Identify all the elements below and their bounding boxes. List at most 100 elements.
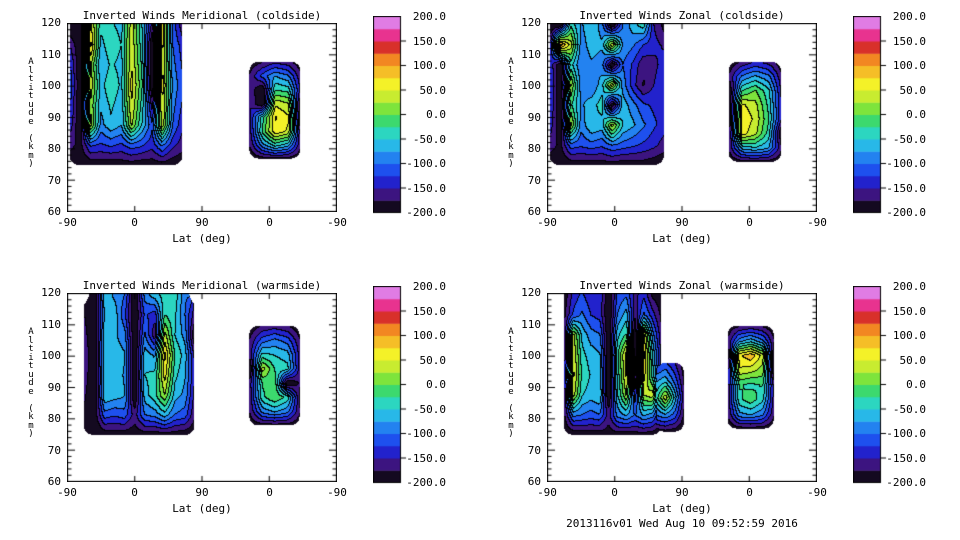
colorbar-tick-label: 200.0 [412, 280, 446, 293]
y-tick-label: 100 [41, 349, 61, 362]
y-tick-label: 120 [41, 286, 61, 299]
colorbar-tick-label: -150.0 [886, 451, 926, 465]
x-tick-label: 90 [675, 216, 689, 229]
contour-plot-canvas [67, 23, 337, 212]
y-tick-label: 80 [47, 142, 61, 155]
y-tick-label: 100 [521, 349, 541, 362]
x-tick-label: 90 [195, 216, 209, 229]
x-tick-label: -90 [57, 486, 77, 499]
colorbar-tick-label: 100.0 [892, 59, 926, 72]
plot-title: Inverted Winds Zonal (warmside) [579, 279, 785, 292]
y-tick-label: 60 [47, 475, 61, 488]
x-tick-label: 0 [131, 216, 138, 229]
colorbar-canvas [853, 286, 887, 484]
colorbar-tick-label: -200.0 [406, 476, 446, 489]
colorbar-tick-label: -100.0 [406, 427, 446, 440]
y-tick-label: 120 [521, 16, 541, 29]
colorbar-tick-label: -150.0 [406, 451, 446, 465]
colorbar-tick-label: 50.0 [419, 353, 447, 367]
x-tick-label: 0 [131, 486, 138, 499]
colorbar-tick-label: 100.0 [412, 329, 446, 342]
plot-title: Inverted Winds Zonal (coldside) [579, 9, 785, 22]
colorbar-tick-label: 0.0 [426, 378, 446, 391]
y-tick-label: 100 [521, 79, 541, 92]
colorbar-tick-label: -100.0 [886, 157, 926, 170]
x-tick-label: -90 [537, 486, 557, 499]
colorbar-tick-label: -200.0 [406, 206, 446, 219]
y-tick-label: 90 [47, 110, 61, 124]
y-tick-label: 120 [521, 286, 541, 299]
x-tick-label: -90 [57, 216, 77, 229]
contour-plot-canvas [67, 293, 337, 482]
x-tick-label: 0 [266, 216, 273, 229]
x-tick-label: -90 [327, 216, 347, 229]
colorbar-tick-label: -100.0 [886, 427, 926, 440]
colorbar-tick-label: 0.0 [906, 108, 926, 121]
x-axis-label: Lat (deg) [652, 232, 712, 245]
colorbar-tick-label: 200.0 [892, 280, 926, 293]
x-tick-label: 0 [746, 216, 753, 229]
colorbar-tick-label: 150.0 [892, 304, 926, 318]
x-tick-label: 0 [266, 486, 273, 499]
contour-plot-canvas [547, 23, 817, 212]
x-tick-label: 0 [611, 216, 618, 229]
colorbar-tick-label: -50.0 [892, 132, 926, 146]
colorbar-tick-label: 200.0 [412, 10, 446, 23]
y-tick-label: 70 [527, 443, 541, 457]
colorbar-tick-label: -50.0 [892, 402, 926, 416]
y-tick-label: 110 [41, 47, 61, 61]
x-axis-label: Lat (deg) [172, 232, 232, 245]
y-tick-label: 90 [527, 110, 541, 124]
y-tick-label: 100 [41, 79, 61, 92]
colorbar-tick-label: -100.0 [406, 157, 446, 170]
x-tick-label: 90 [195, 486, 209, 499]
colorbar-tick-label: 200.0 [892, 10, 926, 23]
x-tick-label: -90 [807, 486, 827, 499]
contour-plot-canvas [547, 293, 817, 482]
y-tick-label: 70 [47, 443, 61, 457]
colorbar-tick-label: -150.0 [406, 181, 446, 195]
x-tick-label: 0 [746, 486, 753, 499]
x-tick-label: 0 [611, 486, 618, 499]
colorbar-tick-label: 0.0 [906, 378, 926, 391]
colorbar-tick-label: -200.0 [886, 206, 926, 219]
y-tick-label: 90 [47, 380, 61, 394]
colorbar-tick-label: -200.0 [886, 476, 926, 489]
y-tick-label: 90 [527, 380, 541, 394]
y-tick-label: 70 [47, 173, 61, 187]
colorbar-tick-label: 50.0 [419, 83, 447, 97]
plot-title: Inverted Winds Meridional (warmside) [82, 279, 322, 292]
run-id-timestamp: 2013116v01 Wed Aug 10 09:52:59 2016 [566, 517, 798, 530]
colorbar-canvas [373, 16, 407, 214]
x-axis-label: Lat (deg) [652, 502, 712, 515]
colorbar-tick-label: 150.0 [412, 304, 446, 318]
x-tick-label: -90 [327, 486, 347, 499]
x-tick-label: -90 [537, 216, 557, 229]
y-tick-label: 110 [41, 317, 61, 331]
y-tick-label: 60 [527, 205, 541, 218]
colorbar-canvas [853, 16, 887, 214]
y-tick-label: 60 [47, 205, 61, 218]
y-tick-label: 110 [521, 47, 541, 61]
y-tick-label: 70 [527, 173, 541, 187]
y-tick-label: 110 [521, 317, 541, 331]
y-tick-label: 80 [527, 142, 541, 155]
x-axis-label: Lat (deg) [172, 502, 232, 515]
colorbar-tick-label: 50.0 [899, 353, 927, 367]
colorbar-canvas [373, 286, 407, 484]
colorbar-tick-label: 150.0 [412, 34, 446, 48]
colorbar-tick-label: -50.0 [412, 132, 446, 146]
y-tick-label: 80 [527, 412, 541, 425]
y-tick-label: 80 [47, 412, 61, 425]
colorbar-tick-label: 100.0 [412, 59, 446, 72]
plot-title: Inverted Winds Meridional (coldside) [82, 9, 322, 22]
x-tick-label: 90 [675, 486, 689, 499]
y-tick-label: 120 [41, 16, 61, 29]
colorbar-tick-label: -150.0 [886, 181, 926, 195]
